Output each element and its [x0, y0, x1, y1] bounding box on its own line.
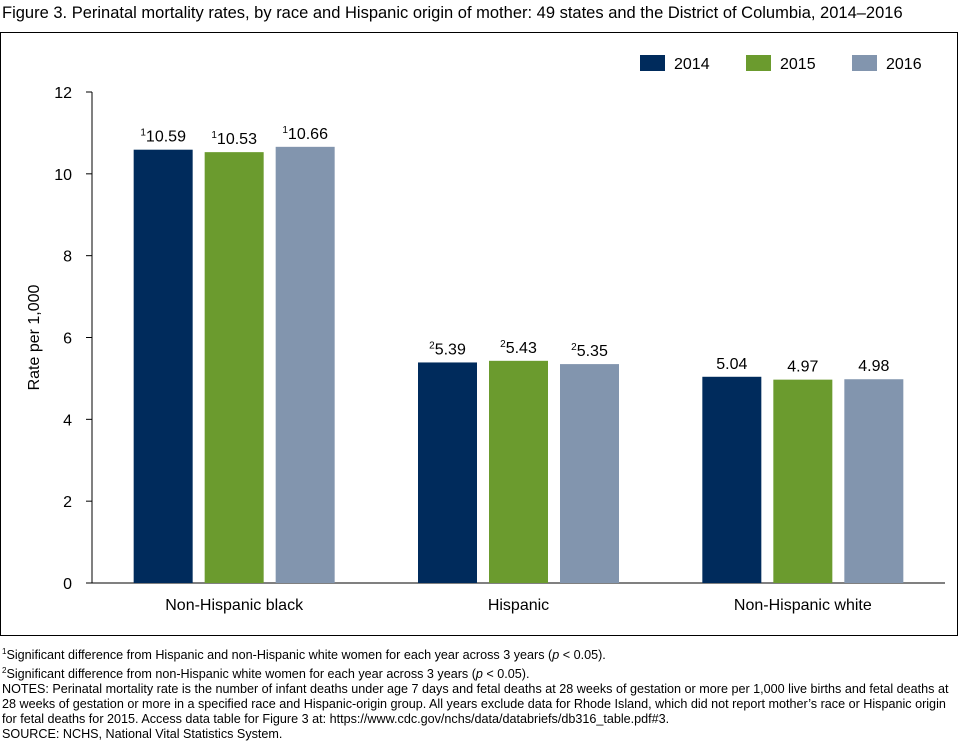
x-category-label: Non-Hispanic white [734, 597, 872, 614]
data-label-value: 10.53 [217, 131, 257, 148]
y-tick-label: 2 [63, 494, 72, 511]
data-label-footnote-mark: 1 [140, 128, 146, 139]
legend-label: 2015 [780, 56, 816, 73]
bar [560, 364, 619, 583]
x-category-label: Hispanic [488, 597, 549, 614]
legend-swatch [746, 55, 771, 71]
legend-swatch [640, 55, 665, 71]
data-label-value: 10.59 [146, 129, 186, 146]
footnote-1-text-b: < 0.05). [559, 648, 606, 663]
notes-text: NOTES: Perinatal mortality rate is the n… [2, 682, 949, 727]
footnote-2: 2Significant difference from non-Hispani… [2, 663, 958, 682]
footnote-2-mark: 2 [2, 666, 7, 676]
legend-label: 2014 [674, 56, 710, 73]
data-label: 110.53 [211, 130, 257, 148]
data-label: 25.43 [500, 339, 537, 357]
bar [773, 379, 833, 583]
chart-frame [0, 32, 958, 636]
footnote-1-text-a: Significant difference from Hispanic and… [6, 648, 553, 663]
bar [204, 152, 264, 583]
data-label-footnote-mark: 1 [282, 125, 288, 136]
data-label-footnote-mark: 2 [429, 340, 435, 351]
bar [489, 360, 548, 583]
data-label: 110.66 [282, 125, 328, 143]
figure-title: Figure 3. Perinatal mortality rates, by … [2, 4, 903, 22]
data-label-value: 10.66 [288, 126, 328, 143]
footnote-2-p: p [475, 667, 483, 682]
bar [418, 362, 477, 583]
data-label-footnote-mark: 2 [500, 339, 506, 350]
data-label: 4.97 [787, 359, 818, 376]
footnote-2-text-a: Significant difference from non-Hispanic… [6, 667, 476, 682]
y-tick-label: 4 [63, 412, 72, 429]
y-tick-label: 10 [54, 167, 72, 184]
data-label-value: 5.39 [435, 341, 466, 358]
data-label: 110.59 [140, 128, 186, 146]
data-label: 25.35 [571, 342, 608, 360]
footnote-1-p: p [552, 648, 560, 663]
y-tick-label: 8 [63, 249, 72, 266]
legend-label: 2016 [886, 56, 922, 73]
data-label: 25.39 [429, 340, 466, 358]
source-text: SOURCE: NCHS, National Vital Statistics … [2, 727, 283, 742]
footnote-1: 1Significant difference from Hispanic an… [2, 644, 958, 663]
y-tick-label: 6 [63, 331, 72, 348]
y-tick-label: 12 [54, 85, 72, 102]
bar [275, 146, 335, 583]
y-axis-title: Rate per 1,000 [26, 284, 43, 390]
footnote-1-mark: 1 [2, 647, 7, 656]
data-label: 4.98 [858, 358, 889, 375]
bar [702, 376, 762, 583]
bar [133, 149, 193, 583]
data-label: 5.04 [716, 356, 747, 373]
y-tick-label: 0 [63, 576, 72, 593]
data-label-footnote-mark: 1 [211, 130, 217, 141]
footnote-2-text-b: < 0.05). [482, 667, 530, 682]
data-label-footnote-mark: 2 [571, 342, 577, 353]
footnotes: 1Significant difference from Hispanic an… [2, 644, 958, 742]
legend-swatch [852, 55, 877, 71]
data-label-value: 5.43 [506, 340, 537, 357]
bar [844, 379, 904, 583]
data-label-value: 5.35 [577, 343, 608, 360]
x-category-label: Non-Hispanic black [165, 597, 304, 614]
